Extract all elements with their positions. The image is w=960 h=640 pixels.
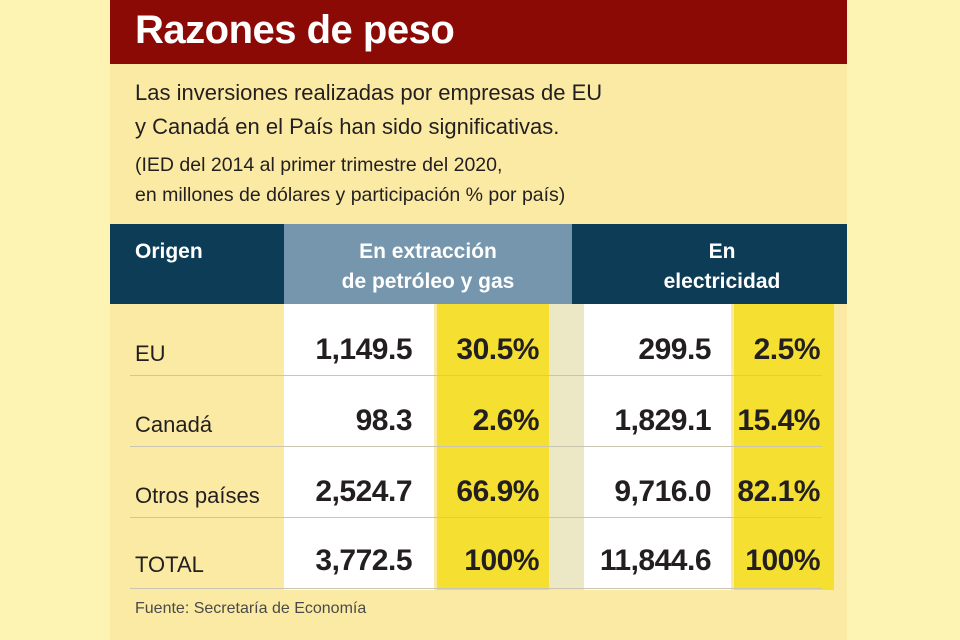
otros-petroleo-pct: 66.9% (456, 475, 539, 508)
page-title: Razones de peso (135, 8, 455, 52)
header-electricidad-cell (572, 224, 847, 304)
canada-petroleo-value: 98.3 (355, 404, 413, 437)
eu-petroleo-value: 1,149.5 (315, 333, 412, 366)
header-electricidad-line-2: electricidad (663, 270, 781, 293)
total-electricidad-pct: 100% (745, 544, 820, 577)
note-line-1: (IED del 2014 al primer trimestre del 20… (135, 154, 503, 176)
header-origen-cell (110, 224, 284, 304)
canada-electricidad-pct: 15.4% (737, 404, 820, 437)
row-divider (130, 375, 822, 376)
eu-electricidad-value: 299.5 (638, 333, 711, 366)
row-divider (130, 446, 822, 447)
column-gap (549, 304, 584, 590)
otros-petroleo-value: 2,524.7 (315, 475, 412, 508)
otros-electricidad-value: 9,716.0 (614, 475, 711, 508)
row-label-canada: Canadá (135, 412, 213, 437)
header-petroleo-line-1: En extracción (359, 240, 497, 263)
header-electricidad-line-1: En (708, 240, 736, 263)
electricidad-value-column (584, 304, 731, 590)
total-petroleo-pct: 100% (464, 544, 539, 577)
row-divider (130, 517, 822, 518)
row-label-otros: Otros países (135, 483, 260, 508)
total-petroleo-value: 3,772.5 (315, 544, 412, 577)
otros-electricidad-pct: 82.1% (737, 475, 820, 508)
petroleo-value-column (284, 304, 434, 590)
canada-petroleo-pct: 2.6% (472, 404, 540, 437)
right-margin (847, 0, 960, 640)
row-divider (130, 588, 822, 589)
row-label-eu: EU (135, 341, 166, 366)
total-electricidad-value: 11,844.6 (599, 544, 712, 577)
header-petroleo-line-2: de petróleo y gas (341, 270, 515, 293)
eu-petroleo-pct: 30.5% (456, 333, 539, 366)
header-origen: Origen (135, 240, 203, 263)
petroleo-pct-column (437, 304, 549, 590)
canada-electricidad-value: 1,829.1 (614, 404, 711, 437)
eu-electricidad-pct: 2.5% (753, 333, 821, 366)
row-label-total: TOTAL (135, 552, 204, 577)
source-note: Fuente: Secretaría de Economía (135, 600, 367, 617)
electricidad-pct-column (734, 304, 834, 590)
left-margin (0, 0, 110, 640)
header-petroleo-cell (284, 224, 572, 304)
subtitle-line-2: y Canadá en el País han sido significati… (135, 114, 560, 139)
subtitle-line-1: Las inversiones realizadas por empresas … (135, 80, 603, 105)
title-bar (110, 0, 847, 64)
note-line-2: en millones de dólares y participación %… (135, 184, 566, 206)
